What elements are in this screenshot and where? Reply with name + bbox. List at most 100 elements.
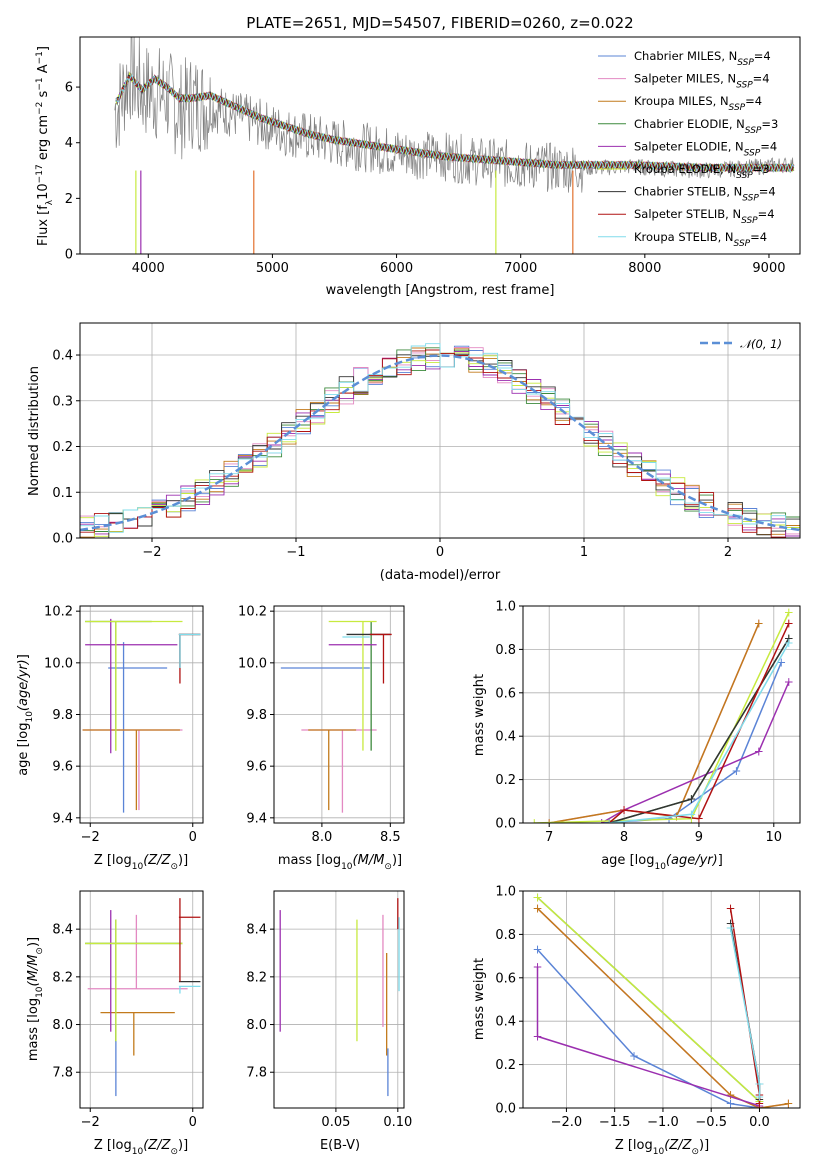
y-tick-label: 1.0 <box>495 600 516 615</box>
y-tick-label: 0.2 <box>495 1058 516 1073</box>
data-point: + <box>754 1101 764 1115</box>
x-tick-label: 4000 <box>132 261 165 276</box>
legend-label: Salpeter STELIB, NSSP=4 <box>634 207 775 226</box>
data-point: + <box>604 816 614 830</box>
y-tick-label: 1.0 <box>495 885 516 900</box>
panel-age-Z: −2 0 9.4 9.6 9.8 10.0 10.2 Z [log10(Z/Z⊙)] age [… <box>16 605 204 872</box>
y-tick-label: 7.8 <box>246 1066 267 1081</box>
data-point: + <box>604 816 614 830</box>
x-axis-label: Z [log10(Z/Z⊙)] <box>615 1138 709 1157</box>
x-tick-label: 7 <box>545 830 553 845</box>
legend-label: Salpeter ELODIE, NSSP=4 <box>634 139 777 158</box>
y-tick-label: 8.0 <box>246 1018 267 1033</box>
y-tick-label: 9.4 <box>246 811 267 826</box>
legend-label: Kroupa ELODIE, NSSP=3 <box>634 162 770 181</box>
y-tick-label: 4 <box>65 136 73 151</box>
y-tick-label: 10.0 <box>44 656 73 671</box>
data-point: + <box>731 764 741 778</box>
data-point: + <box>532 901 542 915</box>
data-point: + <box>754 1101 764 1115</box>
plot-area <box>82 618 201 813</box>
plot-area <box>114 37 795 254</box>
data-point: + <box>754 1090 764 1104</box>
x-tick-label: 8.0 <box>312 830 333 845</box>
data-point: + <box>725 901 735 915</box>
y-tick-label: 6 <box>65 81 73 96</box>
legend-label: Kroupa STELIB, NSSP=4 <box>634 230 767 249</box>
data-point: + <box>754 616 764 630</box>
y-tick-label: 9.8 <box>246 708 267 723</box>
histogram-kroupa-stelib <box>80 343 800 533</box>
model-fit-kroupa-stelib <box>115 74 795 173</box>
y-axis-label: mass weight <box>472 958 487 1040</box>
x-tick-label: −2 <box>81 1115 100 1130</box>
x-tick-label: 6000 <box>380 261 413 276</box>
axes-frame <box>273 890 405 1109</box>
data-point: + <box>784 636 794 650</box>
y-tick-label: 0.0 <box>52 532 73 547</box>
x-tick-label: −2.0 <box>551 1115 583 1130</box>
data-point: + <box>783 1097 793 1111</box>
x-tick-label: 9 <box>695 830 703 845</box>
legend: Chabrier MILES, NSSP=4 Salpeter MILES, NS… <box>598 49 778 249</box>
data-point: + <box>686 792 696 806</box>
y-axis-label: Normed distribution <box>27 366 42 496</box>
panel-residuals: −2 −1 0 1 2 0.0 0.1 0.2 0.3 0.4 𝒩(0, 1) (data-model… <box>27 322 801 583</box>
y-tick-label: 0.8 <box>495 928 516 943</box>
y-tick-label: 0.1 <box>52 486 73 501</box>
x-axis-label: (data-model)/error <box>380 568 501 583</box>
x-tick-label: 7000 <box>504 261 537 276</box>
x-tick-label: 0.10 <box>383 1115 412 1130</box>
x-tick-label: −1.5 <box>599 1115 631 1130</box>
y-tick-label: 8.4 <box>52 923 73 938</box>
panel-age-mass: 8.0 8.5 9.4 9.6 9.8 10.0 10.2 mass [log10(M/M⊙)… <box>238 605 405 872</box>
y-tick-label: 9.8 <box>52 708 73 723</box>
x-tick-label: 2 <box>724 545 732 560</box>
data-point: + <box>776 655 786 669</box>
data-point: + <box>754 1077 764 1091</box>
axes-frame <box>79 36 801 255</box>
y-axis-label: age [log10(age/yr)] <box>16 654 35 776</box>
legend-label: Salpeter MILES, NSSP=4 <box>634 72 770 91</box>
x-axis-label: wavelength [Angstrom, rest frame] <box>326 283 555 298</box>
data-point: + <box>784 632 794 646</box>
x-axis-label: E(B-V) <box>320 1138 360 1153</box>
y-tick-label: 8.4 <box>246 923 267 938</box>
data-point: + <box>619 803 629 817</box>
x-tick-label: 8000 <box>628 261 661 276</box>
y-tick-label: 10.2 <box>238 605 267 620</box>
y-axis-label: Flux [fλ10−17 erg cm−2 s−1 A−1] <box>35 46 55 246</box>
series-chabrier-miles <box>536 949 760 1108</box>
y-tick-label: 8.2 <box>246 970 267 985</box>
x-tick-label: 9000 <box>752 261 785 276</box>
x-axis-label: mass [log10(M/M⊙)] <box>278 853 402 872</box>
data-point: + <box>532 891 542 905</box>
y-tick-label: 9.6 <box>52 760 73 775</box>
y-tick-label: 2 <box>65 192 73 207</box>
data-point: + <box>629 1049 639 1063</box>
observed-spectrum <box>114 37 794 193</box>
data-point: + <box>597 816 607 830</box>
data-point: + <box>725 1088 735 1102</box>
y-tick-label: 9.6 <box>246 760 267 775</box>
model-fit-salpeter-stelib <box>115 74 795 173</box>
data-point: + <box>754 1097 764 1111</box>
y-tick-label: 0.6 <box>495 686 516 701</box>
series-kroupa-elodie <box>536 896 761 1103</box>
panel-spectrum: 4000 5000 6000 7000 8000 9000 0 2 4 6 wavelength [… <box>35 36 801 298</box>
x-tick-label: 0 <box>436 545 444 560</box>
x-tick-label: 0.05 <box>321 1115 350 1130</box>
y-tick-label: 0.4 <box>495 1015 516 1030</box>
x-tick-label: 0.0 <box>749 1115 770 1130</box>
y-axis-label: mass [log10(M/M⊙)] <box>26 937 45 1061</box>
data-point: + <box>784 606 794 620</box>
x-tick-label: 0 <box>189 1115 197 1130</box>
y-tick-label: 7.8 <box>52 1066 73 1081</box>
data-point: + <box>725 921 735 935</box>
series-salpeter-miles <box>549 623 760 823</box>
data-point: + <box>597 816 607 830</box>
data-point: + <box>532 960 542 974</box>
plot-area <box>80 343 800 538</box>
legend-label: Kroupa MILES, NSSP=4 <box>634 94 762 113</box>
histogram-salpeter-elodie <box>80 351 800 537</box>
